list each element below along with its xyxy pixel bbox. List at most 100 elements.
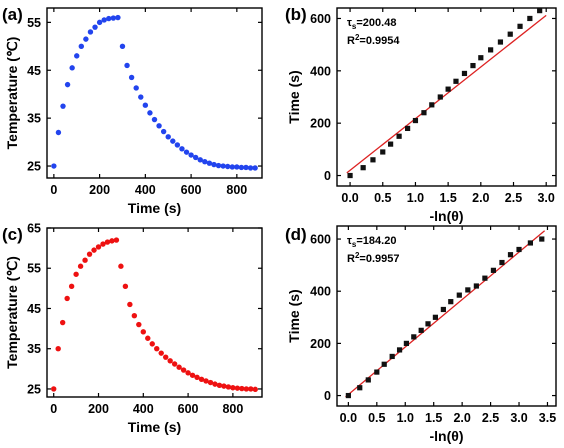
data-point xyxy=(188,152,194,158)
data-point xyxy=(95,244,102,250)
data-point xyxy=(174,142,181,148)
x-tick-label: 2.5 xyxy=(505,191,522,205)
data-point xyxy=(104,239,111,245)
y-tick-label: 600 xyxy=(310,233,331,247)
x-tick-label: 0.5 xyxy=(368,411,385,425)
x-tick-label: 0 xyxy=(50,183,57,197)
data-point xyxy=(517,23,523,29)
y-tick-label: 55 xyxy=(27,16,41,30)
x-tick-label: 1.0 xyxy=(407,191,424,205)
x-tick-label: 3.5 xyxy=(539,411,556,425)
data-point xyxy=(192,154,199,161)
data-point xyxy=(490,267,497,273)
data-point xyxy=(465,287,471,293)
data-point xyxy=(488,47,494,53)
y-tick-label: 35 xyxy=(27,342,41,356)
data-point xyxy=(92,24,98,30)
data-point xyxy=(167,358,173,364)
data-point xyxy=(198,376,205,382)
x-tick-label: 400 xyxy=(133,402,154,416)
x-tick-label: 200 xyxy=(89,183,110,197)
panel-label: (a) xyxy=(2,5,23,24)
plot-frame xyxy=(336,7,557,187)
data-point xyxy=(136,321,142,328)
data-point xyxy=(122,283,129,290)
data-point xyxy=(360,165,366,171)
data-point xyxy=(216,382,223,389)
annotation-r2: R2=0.9957 xyxy=(347,251,399,265)
data-point xyxy=(221,383,227,389)
data-point xyxy=(252,386,258,393)
annotation-tau: τs=200.48 xyxy=(347,17,396,31)
x-tick-label: 1.5 xyxy=(439,191,456,205)
data-point xyxy=(527,240,534,246)
y-tick-label: 400 xyxy=(310,64,331,78)
data-point xyxy=(243,164,249,171)
data-point xyxy=(68,283,75,290)
data-point xyxy=(247,165,254,171)
x-tick-label: 1.0 xyxy=(397,411,414,425)
data-point xyxy=(230,385,236,391)
x-axis-label: -ln(θ) xyxy=(430,208,464,224)
plot-frame xyxy=(46,227,263,398)
data-point xyxy=(156,123,162,129)
data-point xyxy=(412,117,419,124)
data-point xyxy=(473,283,479,289)
y-axis-label: Time (s) xyxy=(286,70,302,123)
data-point xyxy=(78,43,85,50)
y-tick-label: 45 xyxy=(27,302,41,316)
data-point xyxy=(165,134,171,140)
fit-line xyxy=(346,14,547,174)
data-point xyxy=(133,85,139,91)
x-tick-label: 400 xyxy=(135,183,156,197)
data-point xyxy=(429,102,435,108)
data-point xyxy=(82,257,88,263)
panel-c: (c) 0 200 400 600 800 25 35 45 55 65 Time (s) Temper… xyxy=(2,222,263,435)
data-point xyxy=(224,163,231,170)
data-point xyxy=(51,386,57,392)
r2-value: =0.9954 xyxy=(359,35,400,47)
data-point xyxy=(239,385,245,392)
tau-value: =200.48 xyxy=(356,17,396,29)
data-point xyxy=(403,340,409,346)
panel-b: (b) 0.0 0.5 1.0 1.5 2.0 2.5 3.0 0 200 400 600 -ln(θ)… xyxy=(285,5,557,224)
data-point xyxy=(497,39,504,45)
panel-d: (d) 0.0 0.5 1.0 1.5 2.0 2.5 3.0 3.5 0 200 400 600 -ln… xyxy=(285,225,557,444)
data-point xyxy=(127,301,133,308)
data-point xyxy=(59,319,66,326)
data-point xyxy=(149,341,155,347)
data-point xyxy=(162,354,169,360)
data-point xyxy=(445,86,451,92)
data-point xyxy=(115,14,121,21)
data-point xyxy=(238,164,245,171)
y-tick-label: 25 xyxy=(27,160,41,174)
data-point xyxy=(456,292,462,298)
data-point xyxy=(55,129,62,136)
data-point xyxy=(478,55,484,61)
tau-symbol: τ xyxy=(347,235,352,247)
data-point xyxy=(482,275,488,281)
x-tick-label: 200 xyxy=(88,402,109,416)
data-point xyxy=(453,78,459,84)
data-point xyxy=(91,247,97,253)
y-tick-label: 400 xyxy=(310,285,331,299)
panel-a: (a) 0 200 400 600 800 25 35 45 55 Time (s) Temperat… xyxy=(2,5,263,216)
r2-sup: 2 xyxy=(355,33,360,42)
y-axis-label: Temperature (℃) xyxy=(4,37,20,150)
data-point xyxy=(113,237,120,243)
data-point xyxy=(215,162,222,169)
data-point xyxy=(229,164,235,170)
x-tick-label: 800 xyxy=(222,402,243,416)
x-tick-label: 1.5 xyxy=(425,411,442,425)
data-point xyxy=(154,346,160,352)
data-point xyxy=(347,172,353,179)
annotation-tau: τs=184.20 xyxy=(347,235,396,249)
fit-line xyxy=(345,230,546,398)
data-point xyxy=(140,329,147,335)
data-point xyxy=(389,353,395,360)
data-point xyxy=(202,159,208,165)
x-axis-label: Time (s) xyxy=(128,419,181,435)
data-point xyxy=(64,81,71,88)
data-point xyxy=(211,161,217,168)
data-point xyxy=(206,160,213,166)
